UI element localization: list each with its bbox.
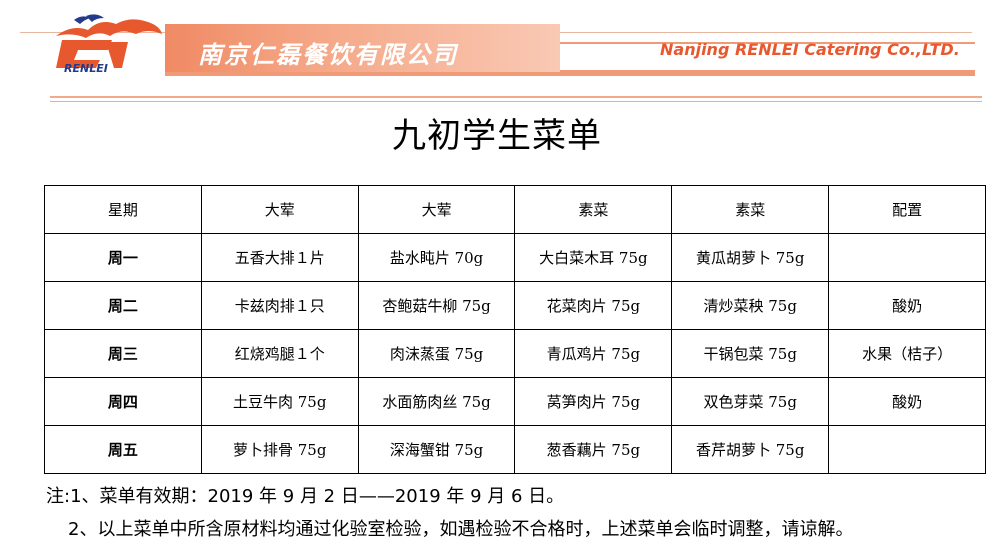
header-separator-thin (50, 101, 982, 102)
table-cell-day: 周二 (44, 281, 202, 330)
table-row: 周三 红烧鸡腿１个 肉沫蒸蛋 75g 青瓜鸡片 75g 干锅包菜 75g 水果（… (44, 329, 986, 378)
table-row: 周五 萝卜排骨 75g 深海蟹钳 75g 葱香藕片 75g 香芹胡萝卜 75g (44, 425, 986, 474)
table-cell: 土豆牛肉 75g (200, 377, 359, 426)
header-vegetable-1: 素菜 (514, 185, 673, 234)
table-cell (828, 425, 986, 474)
header-banner (165, 24, 560, 72)
header-banner-right (560, 42, 975, 72)
table-row: 周四 土豆牛肉 75g 水面筋肉丝 75g 莴笋肉片 75g 双色芽菜 75g … (44, 377, 986, 426)
table-row: 周二 卡兹肉排１只 杏鲍菇牛柳 75g 花菜肉片 75g 清炒菜秧 75g 酸奶 (44, 281, 986, 330)
table-cell: 干锅包菜 75g (671, 329, 830, 378)
table-cell-day: 周五 (44, 425, 202, 474)
company-logo-icon (56, 14, 162, 68)
header-banner-underline (165, 72, 975, 76)
header-separator (50, 96, 982, 98)
table-cell-day: 周三 (44, 329, 202, 378)
table-row: 周一 五香大排１片 盐水盹片 70g 大白菜木耳 75g 黄瓜胡萝卜 75g (44, 233, 986, 282)
note-adjustment: 2、以上菜单中所含原材料均通过化验室检验，如遇检验不合格时，上述菜单会临时调整，… (68, 519, 854, 540)
menu-table: 星期 大荤 大荤 素菜 素菜 配置 周一 五香大排１片 盐水盹片 70g 大白菜… (44, 185, 986, 474)
logo-text: RENLEI (64, 62, 108, 75)
table-cell: 大白菜木耳 75g (514, 233, 673, 282)
header-main-dish-2: 大荤 (357, 185, 516, 234)
header-main-dish-1: 大荤 (200, 185, 359, 234)
table-cell (828, 233, 986, 282)
table-cell: 卡兹肉排１只 (200, 281, 359, 330)
table-cell: 酸奶 (828, 377, 986, 426)
table-cell-day: 周四 (44, 377, 202, 426)
table-cell: 黄瓜胡萝卜 75g (671, 233, 830, 282)
header-vegetable-2: 素菜 (671, 185, 830, 234)
table-cell: 深海蟹钳 75g (357, 425, 516, 474)
header-weekday: 星期 (44, 185, 202, 234)
header-extra: 配置 (828, 185, 986, 234)
table-cell: 葱香藕片 75g (514, 425, 673, 474)
table-cell: 杏鲍菇牛柳 75g (357, 281, 516, 330)
table-header-row: 星期 大荤 大荤 素菜 素菜 配置 (44, 185, 986, 234)
page-title: 九初学生菜单 (392, 116, 602, 156)
table-cell: 酸奶 (828, 281, 986, 330)
table-cell: 花菜肉片 75g (514, 281, 673, 330)
table-cell: 清炒菜秧 75g (671, 281, 830, 330)
table-cell: 莴笋肉片 75g (514, 377, 673, 426)
note-validity: 注:1、菜单有效期：2019 年 9 月 2 日——2019 年 9 月 6 日… (46, 486, 565, 507)
company-name-chinese: 南京仁磊餐饮有限公司 (198, 41, 458, 69)
table-cell: 肉沫蒸蛋 75g (357, 329, 516, 378)
table-cell-day: 周一 (44, 233, 202, 282)
table-cell: 盐水盹片 70g (357, 233, 516, 282)
table-cell: 香芹胡萝卜 75g (671, 425, 830, 474)
table-cell: 萝卜排骨 75g (200, 425, 359, 474)
table-cell: 红烧鸡腿１个 (200, 329, 359, 378)
company-name-english: Nanjing RENLEI Catering Co.,LTD. (660, 40, 960, 59)
table-cell: 青瓜鸡片 75g (514, 329, 673, 378)
table-cell: 水面筋肉丝 75g (357, 377, 516, 426)
table-cell: 五香大排１片 (200, 233, 359, 282)
table-cell: 双色芽菜 75g (671, 377, 830, 426)
table-cell: 水果（桔子） (828, 329, 986, 378)
